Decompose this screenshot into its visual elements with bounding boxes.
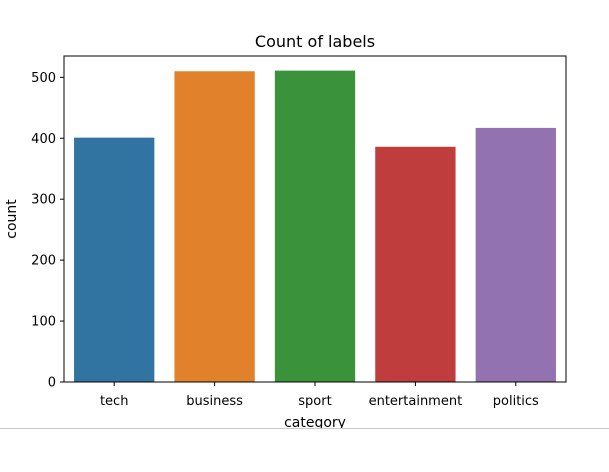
y-tick-label: 0 xyxy=(48,376,56,391)
x-tick-label: sport xyxy=(298,394,331,409)
y-axis-label: count xyxy=(4,199,20,239)
bar-business xyxy=(174,71,255,382)
top-strip xyxy=(0,0,609,14)
y-tick-label: 400 xyxy=(31,132,56,147)
bar-politics xyxy=(475,127,556,382)
y-tick-label: 500 xyxy=(31,71,56,86)
x-tick-label: politics xyxy=(493,394,539,409)
y-tick-label: 100 xyxy=(31,315,56,330)
bar-entertainment xyxy=(375,146,456,382)
output-area-bottom xyxy=(0,429,609,472)
x-tick-label: business xyxy=(186,394,243,409)
x-axis-label: category xyxy=(284,415,346,428)
x-tick-label: tech xyxy=(100,394,128,409)
output-divider xyxy=(0,428,609,429)
y-tick-label: 300 xyxy=(31,193,56,208)
chart-title: Count of labels xyxy=(255,32,375,51)
y-axis: 0 100 200 300 400 500 xyxy=(31,71,64,391)
bars-layer xyxy=(74,70,556,382)
x-axis: tech business sport entertainment politics xyxy=(100,382,539,409)
bar-chart: 0 100 200 300 400 500 tech business sport entert… xyxy=(4,32,567,428)
bar-sport xyxy=(274,70,356,382)
x-tick-label: entertainment xyxy=(369,394,463,409)
bar-tech xyxy=(74,137,155,382)
y-tick-label: 200 xyxy=(31,254,56,269)
